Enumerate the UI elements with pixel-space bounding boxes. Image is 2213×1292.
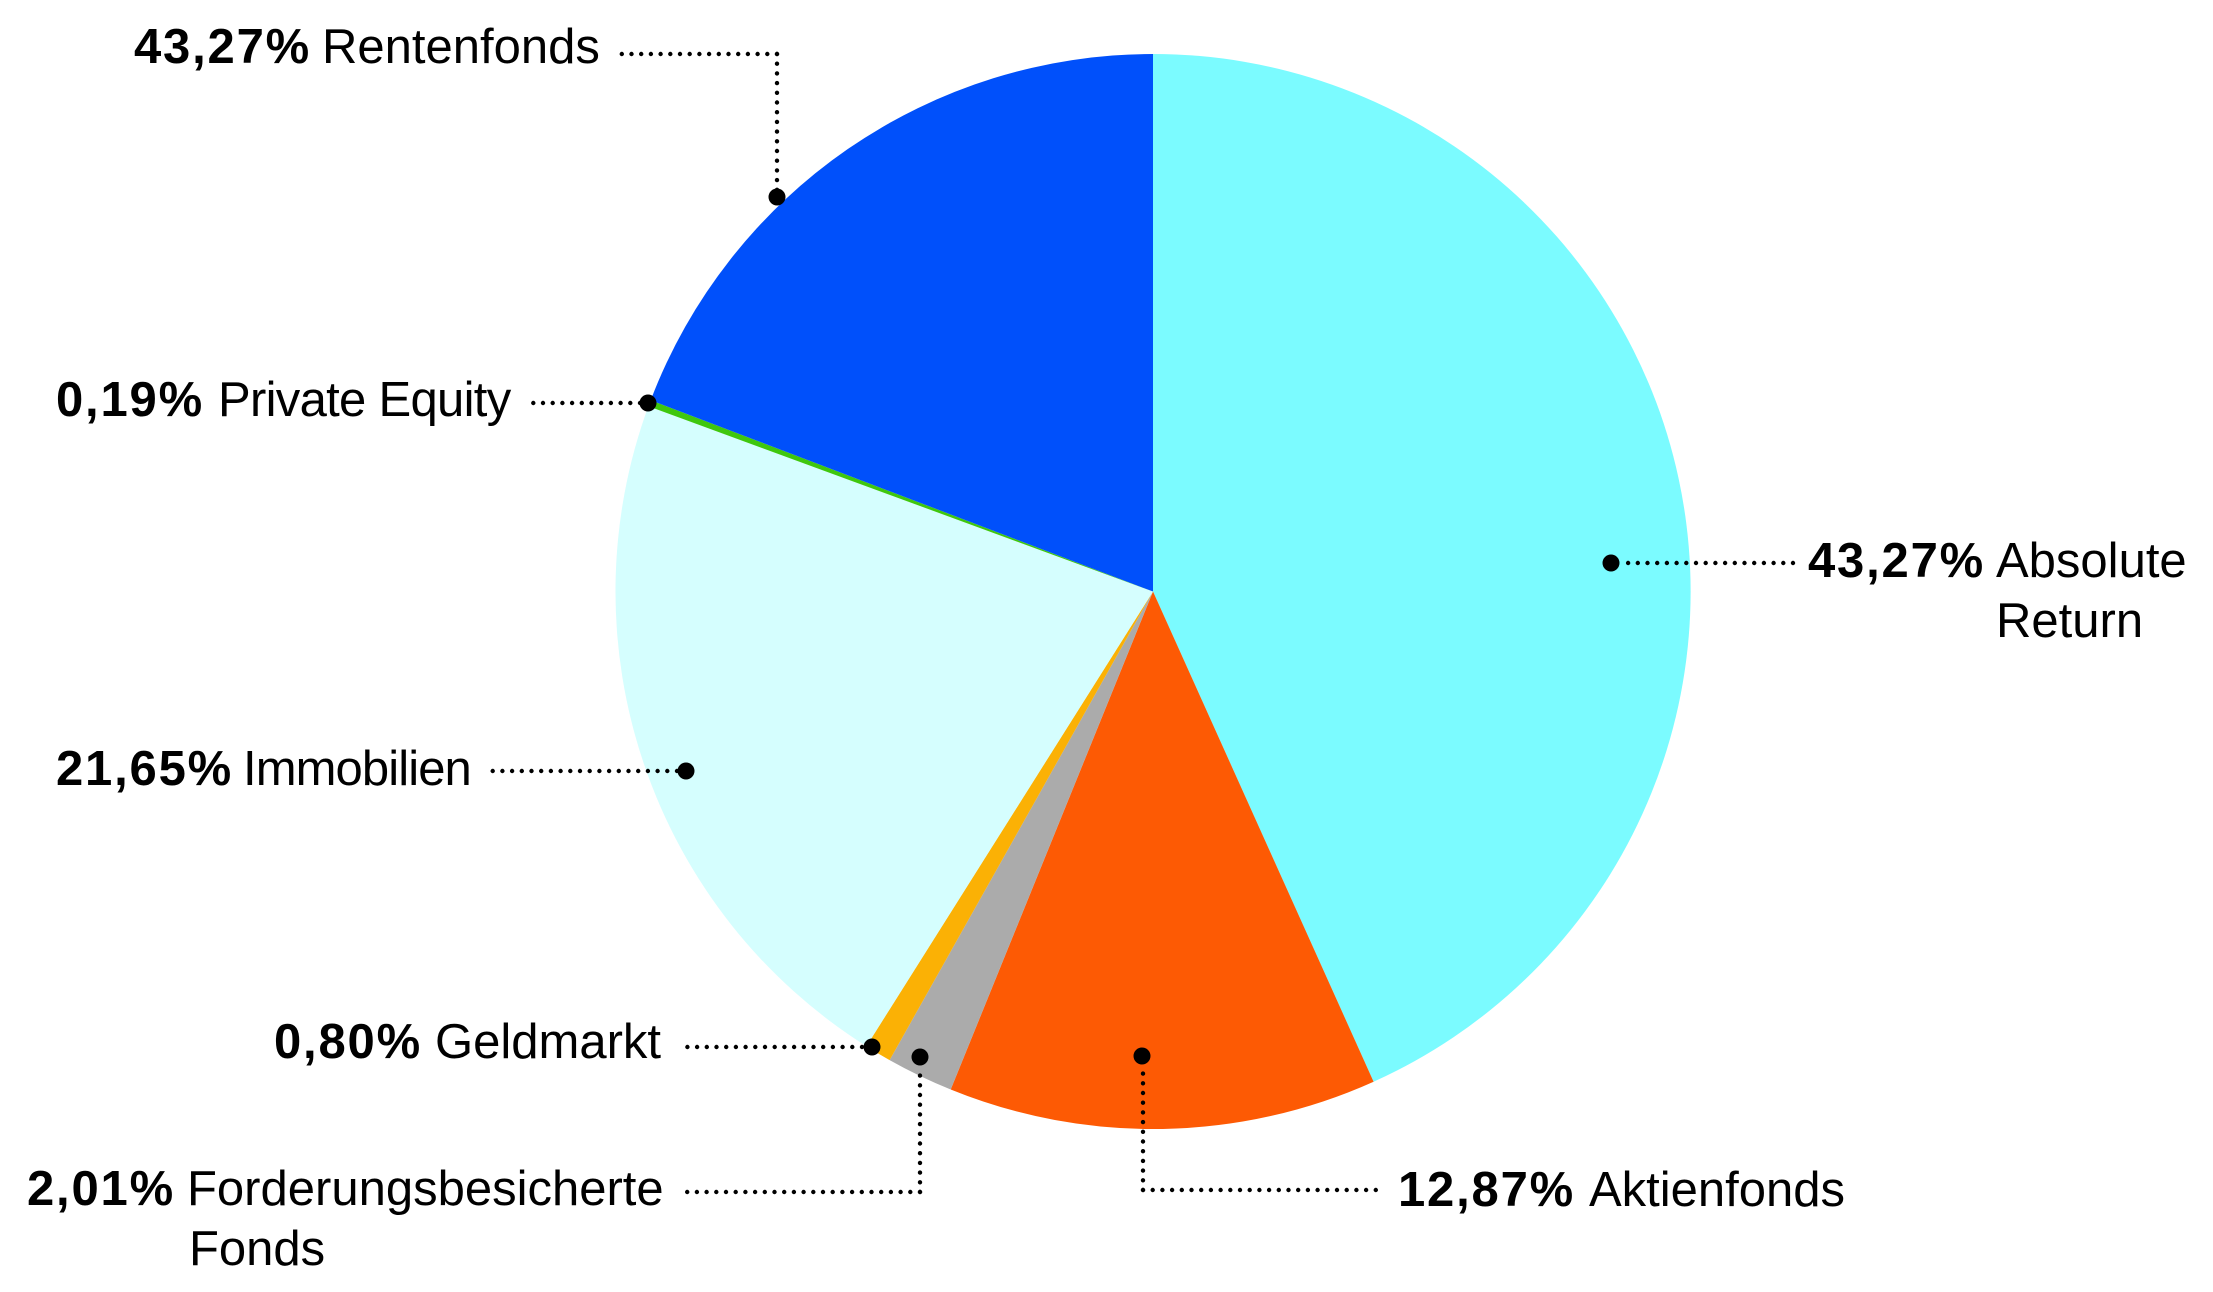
svg-text:0,19%: 0,19% (56, 373, 204, 427)
svg-text:Absolute: Absolute (1996, 534, 2187, 588)
svg-text:0,80%: 0,80% (274, 1015, 422, 1069)
svg-text:Aktienfonds: Aktienfonds (1589, 1163, 1845, 1217)
svg-text:43,27%: 43,27% (1808, 534, 1985, 588)
svg-text:Rentenfonds: Rentenfonds (322, 20, 600, 74)
svg-text:Return: Return (1996, 594, 2143, 648)
svg-text:12,87%: 12,87% (1398, 1163, 1575, 1217)
svg-text:Forderungsbesicherte: Forderungsbesicherte (187, 1162, 664, 1216)
svg-text:Geldmarkt: Geldmarkt (435, 1015, 661, 1069)
svg-text:Private Equity: Private Equity (218, 373, 512, 427)
svg-text:43,27%: 43,27% (134, 20, 311, 74)
svg-text:2,01%: 2,01% (27, 1162, 175, 1216)
svg-text:Fonds: Fonds (189, 1222, 325, 1276)
svg-text:Immobilien: Immobilien (243, 742, 471, 796)
svg-text:21,65%: 21,65% (56, 742, 233, 796)
